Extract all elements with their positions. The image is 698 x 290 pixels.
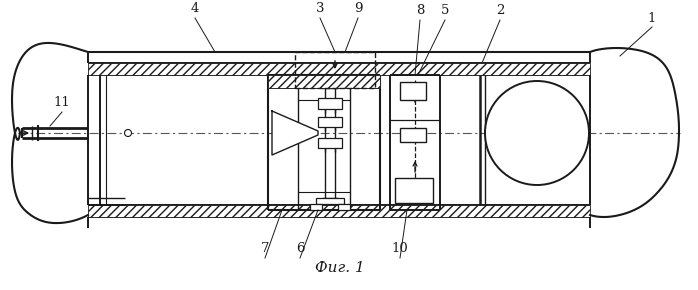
Bar [318, 138, 342, 148]
Text: 4: 4 [191, 3, 199, 15]
Text: 5: 5 [441, 5, 450, 17]
Bar [318, 117, 342, 127]
Text: 9: 9 [354, 3, 362, 15]
Text: Фиг. 1: Фиг. 1 [315, 261, 365, 275]
Circle shape [124, 130, 131, 137]
Text: 2: 2 [496, 5, 504, 17]
Circle shape [485, 81, 589, 185]
Polygon shape [272, 111, 318, 155]
Bar [400, 128, 426, 142]
Text: 3: 3 [315, 3, 325, 15]
Bar [338, 204, 350, 210]
Text: 8: 8 [416, 5, 424, 17]
Bar [318, 98, 342, 109]
Bar [310, 204, 322, 210]
Bar [295, 52, 375, 88]
Bar [268, 75, 380, 88]
Bar [88, 205, 590, 217]
Text: 11: 11 [54, 97, 70, 110]
Text: 10: 10 [392, 242, 408, 255]
Bar [88, 63, 590, 75]
Text: 6: 6 [296, 242, 304, 255]
Bar [316, 198, 344, 204]
Bar [400, 82, 426, 100]
Bar [395, 178, 433, 203]
Text: 1: 1 [648, 12, 656, 24]
Text: 7: 7 [261, 242, 269, 255]
